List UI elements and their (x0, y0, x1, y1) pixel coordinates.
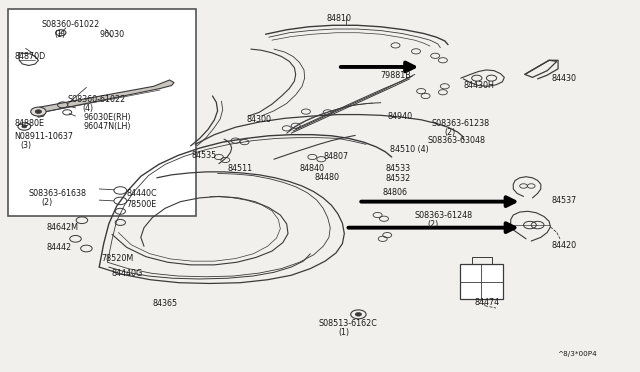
Text: 84300: 84300 (246, 115, 271, 124)
Text: 84810: 84810 (326, 14, 351, 23)
Text: (1): (1) (54, 30, 65, 39)
Text: (2): (2) (428, 220, 439, 229)
Text: 84430H: 84430H (464, 81, 495, 90)
Text: S08360-61022: S08360-61022 (42, 20, 100, 29)
Text: (2): (2) (445, 128, 456, 137)
Bar (8, 9, 196, 216)
Text: 84430: 84430 (552, 74, 577, 83)
Text: 84537: 84537 (552, 196, 577, 205)
Text: 84870D: 84870D (14, 52, 45, 61)
Text: 84532: 84532 (385, 174, 410, 183)
Text: (2): (2) (42, 198, 53, 207)
Text: (4): (4) (82, 104, 93, 113)
Text: 79881B: 79881B (381, 71, 412, 80)
Text: 84440C: 84440C (127, 189, 157, 198)
Text: 84480: 84480 (315, 173, 340, 182)
Circle shape (31, 107, 46, 116)
Text: 78520M: 78520M (101, 254, 133, 263)
Text: 84365: 84365 (152, 299, 177, 308)
Text: 78500E: 78500E (127, 200, 157, 209)
Text: 84511: 84511 (227, 164, 252, 173)
Bar (460, 264, 503, 299)
Text: S08513-6162C: S08513-6162C (319, 319, 378, 328)
Text: 96047N(LH): 96047N(LH) (83, 122, 131, 131)
Text: 84840: 84840 (300, 164, 324, 173)
Text: 84535: 84535 (192, 151, 217, 160)
Text: ^8/3*00P4: ^8/3*00P4 (557, 351, 596, 357)
Text: S08363-61248: S08363-61248 (415, 211, 473, 220)
Text: 84440G: 84440G (112, 269, 143, 278)
Text: 84807: 84807 (323, 152, 348, 161)
Text: (1): (1) (338, 328, 349, 337)
Polygon shape (35, 80, 174, 117)
Circle shape (35, 110, 42, 113)
Text: 84510 (4): 84510 (4) (390, 145, 429, 154)
Text: (3): (3) (20, 141, 31, 150)
Text: 84806: 84806 (383, 188, 408, 197)
Circle shape (355, 312, 362, 316)
Text: 96030: 96030 (99, 30, 124, 39)
Text: S08363-63048: S08363-63048 (428, 136, 486, 145)
Text: 84642M: 84642M (46, 223, 78, 232)
Text: N08911-10637: N08911-10637 (14, 132, 73, 141)
Text: S08360-61022: S08360-61022 (67, 95, 125, 104)
Text: 84442: 84442 (46, 243, 71, 251)
Text: 84533: 84533 (385, 164, 410, 173)
Text: S08363-61238: S08363-61238 (432, 119, 490, 128)
Text: 84474: 84474 (475, 298, 500, 307)
Text: 84880E: 84880E (14, 119, 44, 128)
Text: 84420: 84420 (552, 241, 577, 250)
Text: 84940: 84940 (387, 112, 412, 121)
Text: S08363-61638: S08363-61638 (29, 189, 87, 198)
Text: 96030E(RH): 96030E(RH) (83, 113, 131, 122)
Circle shape (22, 125, 27, 128)
